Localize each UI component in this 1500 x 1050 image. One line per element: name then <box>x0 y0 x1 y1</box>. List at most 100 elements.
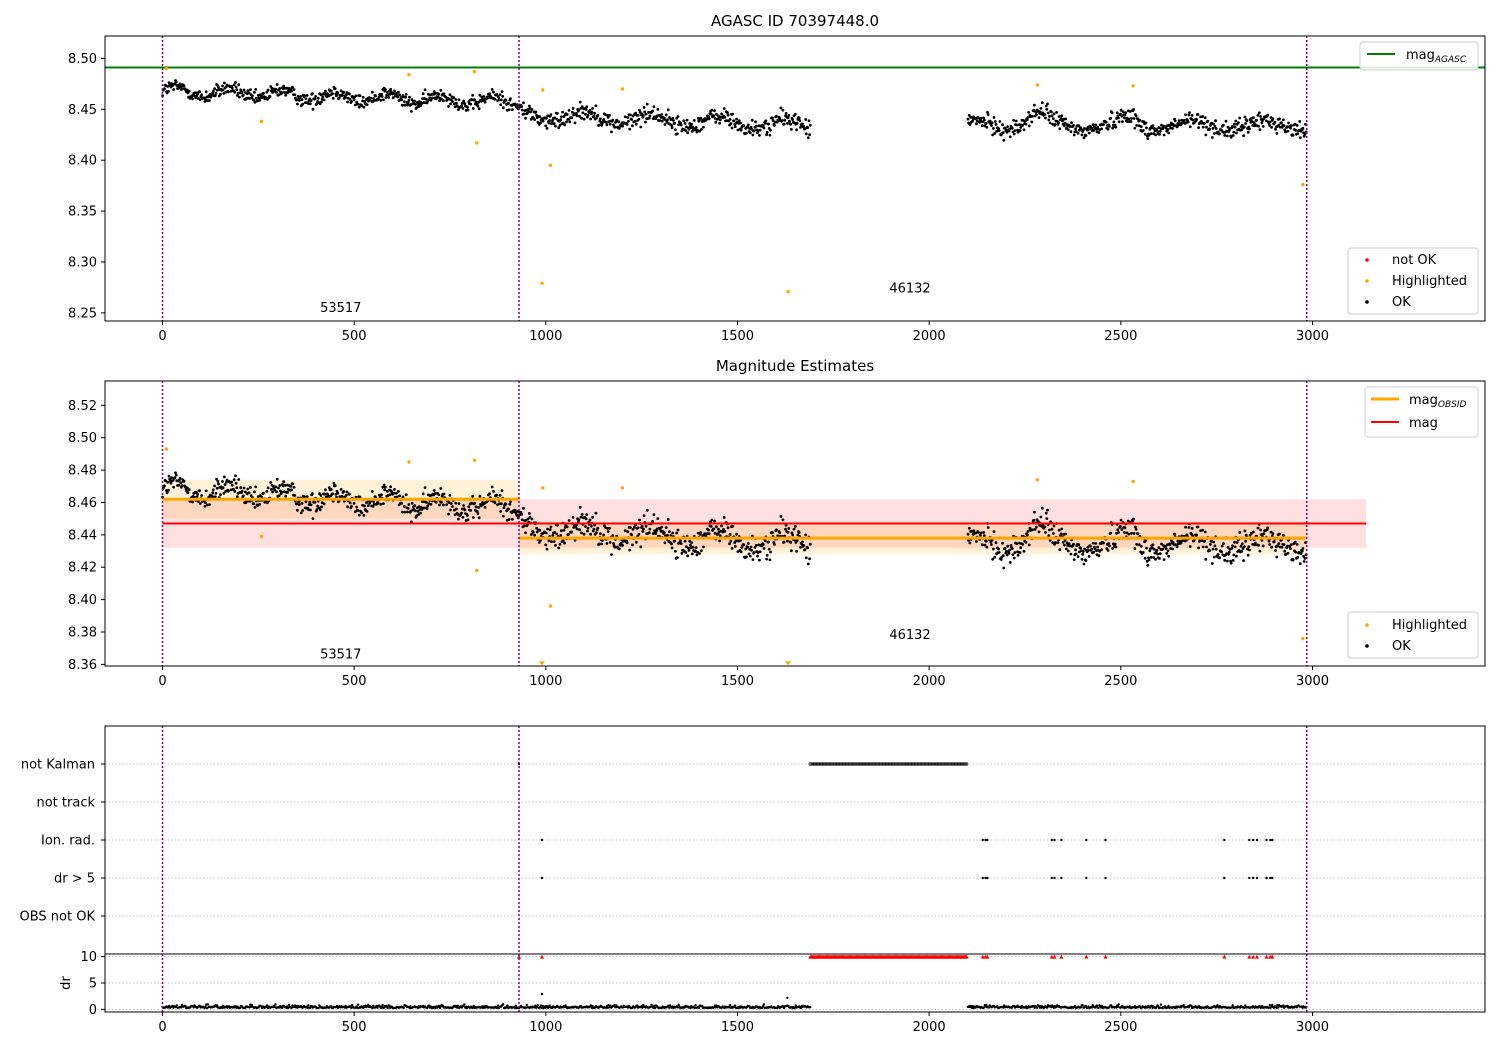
ok-point <box>352 502 356 505</box>
ok-point <box>174 473 178 477</box>
dr-point <box>367 1003 370 1007</box>
ok-point <box>1152 127 1156 130</box>
ok-point <box>166 480 170 484</box>
ok-point <box>269 481 273 484</box>
ok-point <box>1092 550 1096 554</box>
ok-point <box>528 512 531 515</box>
ok-point <box>461 515 465 519</box>
y-tick-label: 8.35 <box>68 205 97 220</box>
ok-point <box>578 114 581 118</box>
ok-point <box>628 548 632 552</box>
ok-point <box>419 104 422 108</box>
ok-point <box>710 518 714 522</box>
ok-point <box>1134 525 1137 529</box>
ok-point <box>370 490 374 493</box>
ok-point <box>339 89 343 93</box>
ok-point <box>728 533 732 536</box>
dr-point <box>1268 1003 1272 1007</box>
ok-point <box>997 547 1000 551</box>
ok-point <box>1123 113 1127 117</box>
ok-point <box>670 546 674 550</box>
dr-point <box>462 1005 465 1008</box>
ok-point <box>226 489 230 493</box>
ok-point <box>1064 532 1068 536</box>
ok-point <box>1134 114 1138 118</box>
ok-point <box>492 490 495 493</box>
ok-point <box>685 545 688 548</box>
dr-point <box>1277 1006 1280 1009</box>
ok-point <box>466 105 469 109</box>
ok-point <box>1027 110 1030 114</box>
ok-point <box>720 112 723 116</box>
not-kalman-point <box>962 762 966 766</box>
ok-point <box>1289 547 1292 550</box>
ok-point <box>1206 119 1210 123</box>
ok-point <box>1066 128 1070 132</box>
ok-point <box>1177 119 1181 123</box>
y-tick-label: 8.45 <box>68 103 97 118</box>
ok-point <box>214 92 218 95</box>
ok-point <box>1240 542 1244 546</box>
ok-point <box>313 500 317 504</box>
ok-point <box>1294 128 1298 132</box>
ok-point <box>648 527 652 531</box>
ok-point <box>1233 540 1236 544</box>
ok-point <box>1027 543 1031 547</box>
ok-point <box>1001 541 1004 545</box>
ok-point <box>509 97 512 100</box>
ok-point <box>413 509 417 513</box>
ok-point <box>1039 106 1043 110</box>
ok-point <box>239 88 243 92</box>
ok-point <box>1203 530 1207 534</box>
ok-point <box>1091 541 1095 545</box>
ok-point <box>329 89 333 93</box>
ok-point <box>737 119 741 122</box>
ok-point <box>977 116 980 120</box>
ok-point <box>731 112 735 116</box>
ok-point <box>186 491 190 495</box>
ok-point <box>612 542 615 545</box>
dr5-point <box>1265 876 1268 880</box>
ok-point <box>254 485 258 489</box>
ok-point <box>437 92 441 96</box>
ok-point <box>698 129 701 133</box>
ok-point <box>699 116 703 120</box>
ok-point <box>1225 559 1229 563</box>
ok-point <box>1152 547 1156 551</box>
ok-point <box>1268 543 1272 546</box>
ok-point <box>478 93 482 97</box>
not-kalman-point <box>871 762 875 766</box>
highlighted-point <box>548 604 553 608</box>
ok-point <box>801 540 804 544</box>
y-tick-label: 8.50 <box>68 52 97 67</box>
ok-point <box>1090 126 1094 130</box>
ok-point <box>647 531 651 535</box>
ok-point <box>203 100 207 103</box>
ok-point <box>1035 525 1038 529</box>
ok-point <box>779 106 783 110</box>
ok-point <box>662 531 666 535</box>
ok-point <box>213 484 217 488</box>
ok-point <box>544 531 548 535</box>
ok-point <box>219 92 222 96</box>
ok-point <box>522 101 525 105</box>
ok-point <box>801 122 804 126</box>
not-kalman-point <box>900 762 904 766</box>
ok-point <box>488 92 491 96</box>
ok-point <box>656 107 660 111</box>
not-kalman-point <box>843 762 848 766</box>
ok-point <box>735 117 738 121</box>
category-label: OBS not OK <box>20 910 96 925</box>
not-kalman-point <box>853 762 857 766</box>
ok-point <box>683 539 687 543</box>
y-tick-label: 8.40 <box>68 593 97 608</box>
ok-point <box>462 99 465 103</box>
ok-point <box>1119 108 1123 112</box>
ok-point <box>993 132 997 135</box>
ok-point <box>504 502 508 506</box>
ok-point <box>625 541 629 545</box>
highlighted-point <box>1131 84 1135 88</box>
ok-point <box>1050 110 1053 114</box>
not-kalman-point <box>934 762 938 766</box>
ok-point <box>440 97 443 101</box>
